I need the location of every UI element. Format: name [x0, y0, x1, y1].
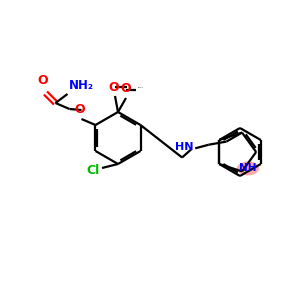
Text: O: O	[74, 103, 85, 116]
Text: O: O	[109, 81, 119, 94]
Ellipse shape	[237, 161, 259, 176]
Text: O: O	[121, 82, 131, 95]
Text: methoxy: methoxy	[138, 87, 144, 88]
Text: NH₂: NH₂	[68, 79, 94, 92]
Text: HN: HN	[175, 142, 193, 152]
Text: O: O	[37, 74, 48, 87]
Text: Cl: Cl	[87, 164, 100, 176]
Text: NH: NH	[239, 164, 257, 173]
